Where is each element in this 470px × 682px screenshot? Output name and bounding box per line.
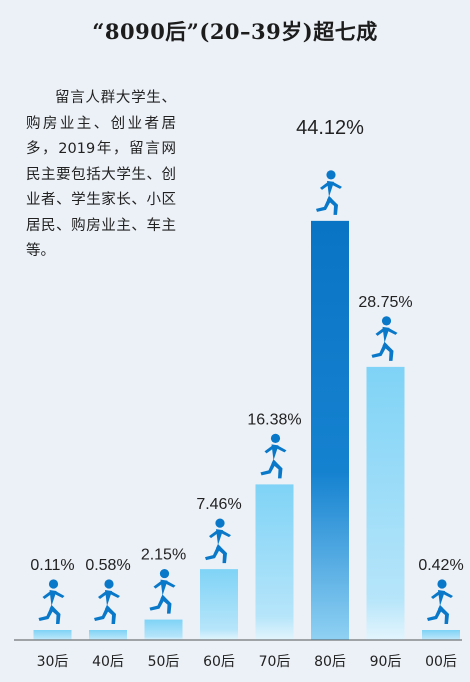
bar-90后 (366, 366, 405, 640)
bar-50后 (144, 619, 183, 640)
value-label-80后: 44.12% (296, 117, 364, 139)
value-label-30后: 0.11% (30, 557, 74, 574)
value-label-60后: 7.46% (196, 496, 241, 513)
x-tick-label-00后: 00后 (425, 654, 457, 670)
bar-80后 (311, 220, 349, 641)
description-text: 留言人群大学生、购房业主、创业者居多，2019年，留言网民主要包括大学生、创业者… (26, 90, 176, 259)
x-tick-label-60后: 60后 (203, 654, 235, 670)
value-label-90后: 28.75% (358, 294, 412, 311)
value-label-40后: 0.58% (85, 557, 130, 574)
bar-70后 (255, 484, 294, 640)
x-tick-label-50后: 50后 (148, 654, 180, 670)
running-person-icon (94, 579, 120, 624)
running-person-icon (260, 433, 287, 479)
bar-40后 (89, 630, 127, 640)
x-tick-label-70后: 70后 (259, 654, 291, 670)
running-person-icon (371, 316, 398, 361)
bar-00后 (422, 630, 460, 640)
running-person-icon (149, 568, 176, 614)
bar-30后 (33, 630, 72, 640)
value-label-50后: 2.15% (141, 547, 186, 564)
bar-60后 (200, 569, 238, 640)
x-tick-label-80后: 80后 (314, 654, 346, 670)
running-person-icon (205, 518, 231, 564)
value-label-00后: 0.42% (418, 557, 463, 574)
x-tick-label-90后: 90后 (370, 654, 402, 670)
x-tick-label-40后: 40后 (92, 654, 124, 670)
running-person-icon (38, 579, 65, 624)
value-label-70后: 16.38% (247, 411, 301, 428)
running-person-icon (316, 170, 342, 215)
page-title: “8090后”(20–39岁)超七成 (92, 19, 378, 44)
running-person-icon (427, 579, 453, 624)
x-tick-label-30后: 30后 (37, 654, 69, 670)
